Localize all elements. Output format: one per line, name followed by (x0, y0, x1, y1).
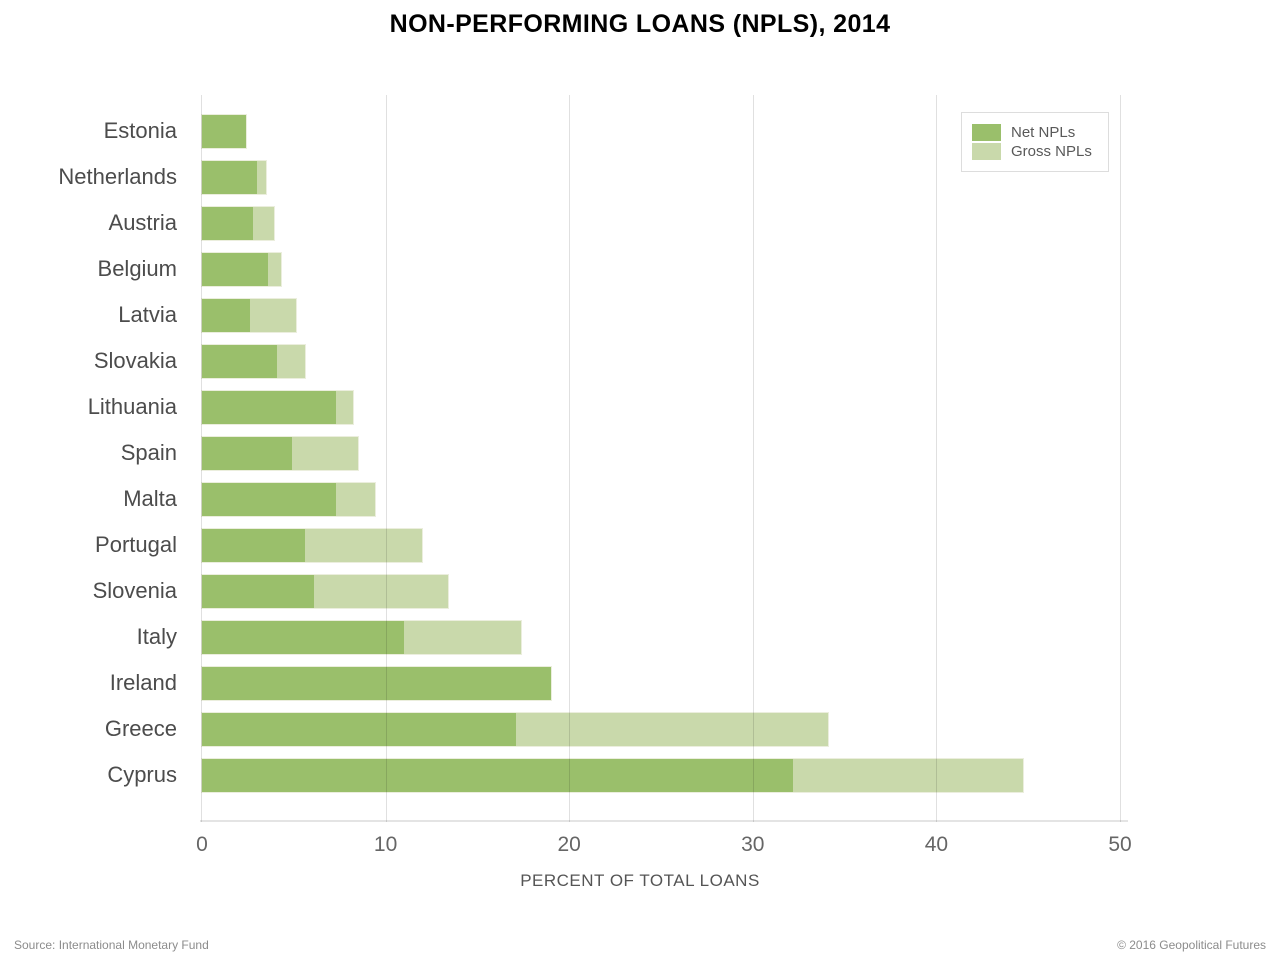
net-npl-bar (202, 344, 278, 378)
category-label: Spain (120, 440, 177, 465)
category-label: Belgium (97, 256, 177, 281)
net-npl-bar (202, 160, 258, 194)
legend: Net NPLs Gross NPLs (961, 112, 1109, 172)
net-npls-swatch (972, 124, 1001, 141)
bar-row (202, 292, 1120, 338)
gross-npl-bar (202, 344, 305, 378)
category-label: Netherlands (58, 164, 177, 189)
net-npl-bar (202, 574, 314, 608)
x-axis-title: PERCENT OF TOTAL LOANS (520, 871, 760, 890)
category-label: Austria (108, 210, 177, 235)
gross-npl-bar (202, 298, 296, 332)
source-note: Source: International Monetary Fund (14, 938, 209, 952)
net-npl-bar (202, 390, 337, 424)
x-tick-label: 50 (1108, 833, 1132, 856)
bar-row (202, 476, 1120, 522)
legend-entry-gross: Gross NPLs (972, 143, 1098, 160)
plot-area (200, 95, 1128, 822)
x-tick-label: 0 (196, 833, 208, 856)
bar-row (202, 246, 1120, 292)
bar-row (202, 108, 1120, 154)
net-npl-bar (202, 206, 254, 240)
bar-row (202, 522, 1120, 568)
gross-npl-bar (202, 252, 281, 286)
category-label: Estonia (103, 118, 177, 143)
net-npl-bar (202, 298, 250, 332)
net-npl-bar (202, 482, 337, 516)
gridline (1120, 95, 1121, 822)
gross-npl-bar (202, 206, 274, 240)
category-labels: Estonia Netherlands Austria Belgium Latvia Sl… (0, 108, 190, 798)
category-label: Latvia (118, 302, 177, 327)
net-npl-bar (202, 528, 305, 562)
bar-row (202, 706, 1120, 752)
gross-npl-bar (202, 160, 267, 194)
net-npl-bar (202, 758, 794, 792)
chart-title: NON-PERFORMING LOANS (NPLS), 2014 (389, 10, 891, 38)
x-axis-line (200, 820, 1128, 822)
bar-row (202, 660, 1120, 706)
gross-npl-bar (202, 712, 829, 746)
gross-npl-bar (202, 482, 375, 516)
legend-label-net: Net NPLs (1011, 124, 1076, 141)
net-npl-bar (202, 620, 404, 654)
x-tick-label: 30 (741, 833, 765, 856)
gross-npl-bar (202, 758, 1023, 792)
category-label: Slovenia (92, 578, 177, 603)
gross-npl-bar (202, 620, 522, 654)
net-npl-bar (202, 666, 551, 700)
category-label: Greece (104, 716, 177, 741)
net-npl-bar (202, 712, 516, 746)
bar-row (202, 384, 1120, 430)
bar-row (202, 338, 1120, 384)
x-axis-ticks: 0 10 20 30 40 50 (196, 833, 1132, 859)
copyright-note: © 2016 Geopolitical Futures (1117, 938, 1266, 952)
bar-row (202, 752, 1120, 798)
legend-label-gross: Gross NPLs (1011, 143, 1092, 160)
net-npl-bar (202, 252, 269, 286)
category-label: Ireland (109, 670, 177, 695)
category-label: Lithuania (87, 394, 177, 419)
category-label: Portugal (95, 532, 177, 557)
x-tick-label: 10 (373, 833, 398, 856)
gross-npl-bar (202, 114, 247, 148)
gross-npl-bar (202, 390, 353, 424)
gross-npl-bar (202, 436, 359, 470)
bar-row (202, 430, 1120, 476)
gross-npl-bar (202, 666, 551, 700)
bar-row (202, 154, 1120, 200)
gross-npl-bar (202, 528, 423, 562)
category-label: Malta (123, 486, 177, 511)
bar-row (202, 568, 1120, 614)
net-npl-bar (202, 114, 247, 148)
category-label: Cyprus (107, 762, 177, 787)
bar-row (202, 200, 1120, 246)
x-tick-label: 40 (924, 833, 949, 856)
gross-npls-swatch (972, 143, 1001, 160)
x-tick-label: 20 (557, 833, 581, 856)
bar-row (202, 614, 1120, 660)
category-label: Italy (136, 624, 177, 649)
bar-rows (202, 108, 1120, 798)
gross-npl-bar (202, 574, 449, 608)
category-label: Slovakia (93, 348, 177, 373)
net-npl-bar (202, 436, 292, 470)
legend-entry-net: Net NPLs (972, 124, 1098, 141)
